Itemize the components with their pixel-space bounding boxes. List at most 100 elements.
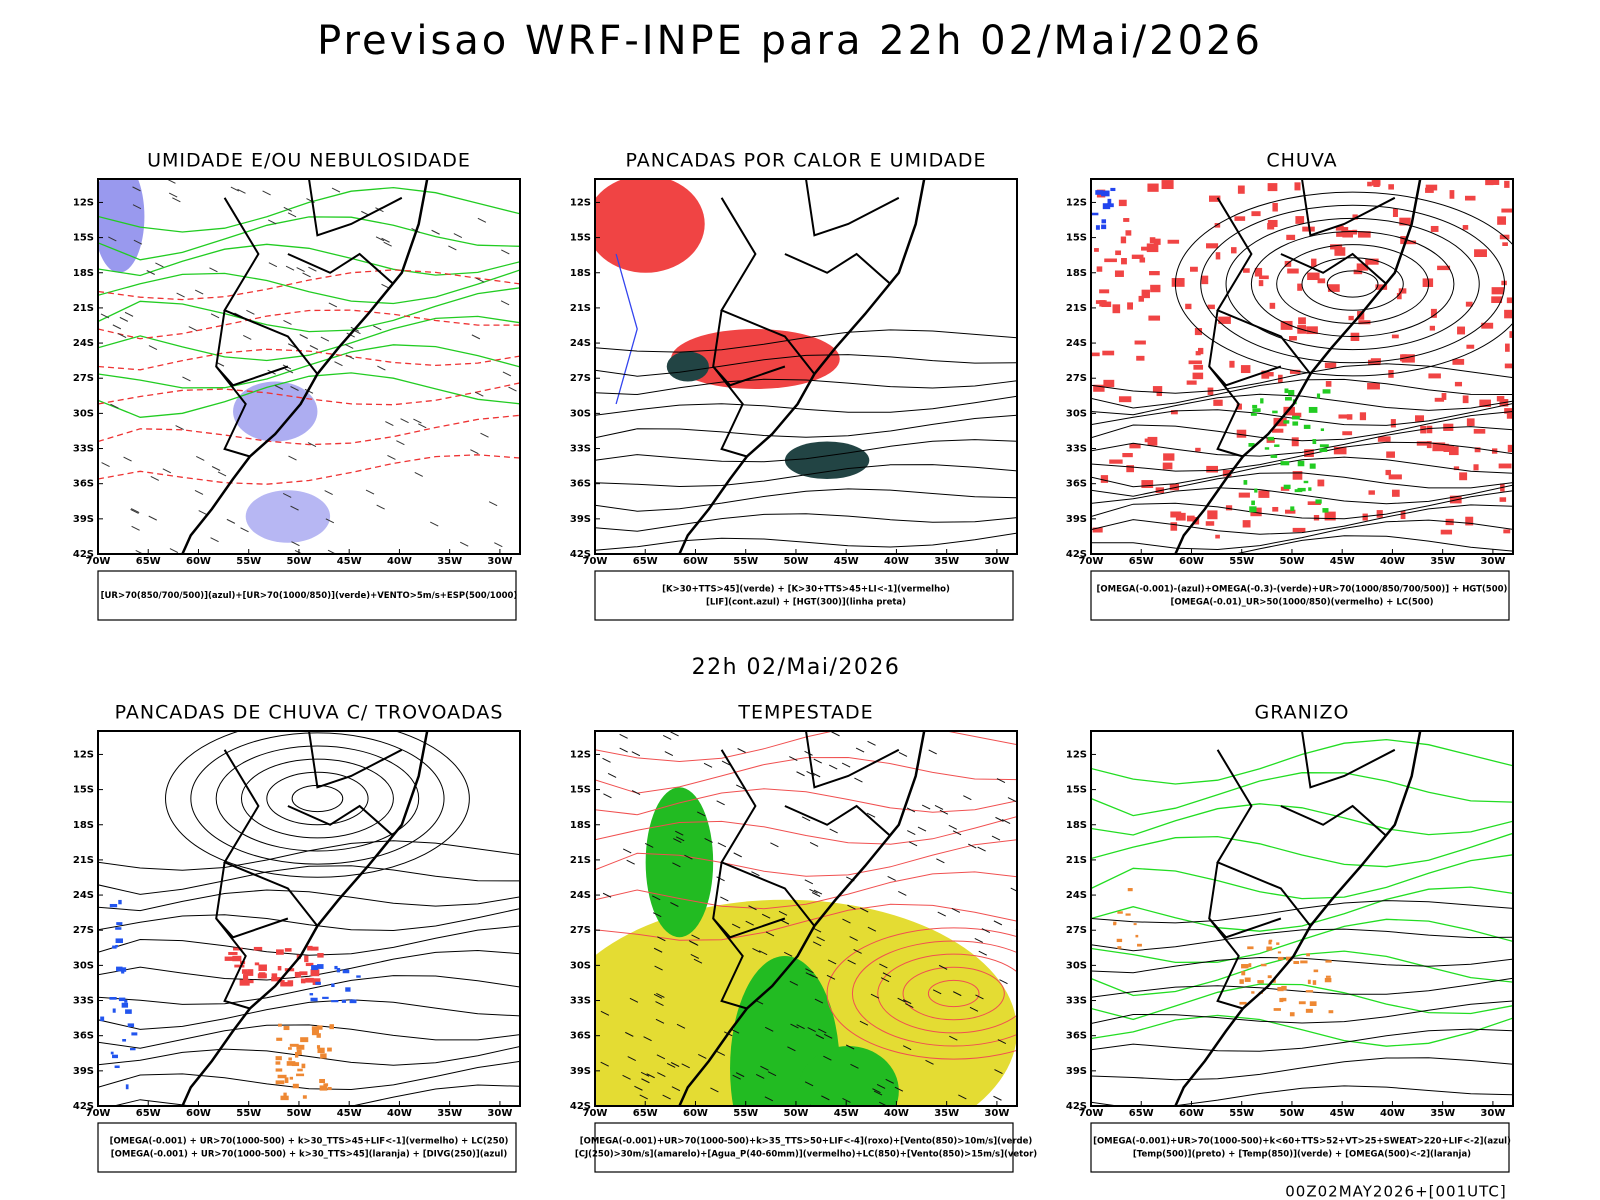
- map-content: [1091, 179, 1513, 554]
- field-cell: [233, 947, 243, 951]
- contour: [595, 354, 1017, 377]
- lon-label: 55W: [236, 1108, 261, 1119]
- wind-vector: [385, 421, 394, 427]
- lat-label: 33S: [570, 996, 591, 1007]
- field-cell: [1503, 529, 1511, 534]
- map-panel: TEMPESTADE 12S 15S 18S 21S 24S 27S 30S 33S 36S 39S…: [570, 702, 1037, 1173]
- field-cell: [327, 1047, 332, 1052]
- legend-box: [594, 570, 1014, 621]
- wind-vector: [387, 455, 396, 460]
- field-cell: [1099, 300, 1106, 307]
- lat-label: 27S: [570, 925, 591, 936]
- lon-label: 40W: [1380, 1108, 1405, 1119]
- field-cell: [1260, 963, 1267, 967]
- field-cell: [1169, 483, 1179, 491]
- contour: [98, 889, 520, 912]
- wind-vector: [698, 1053, 707, 1059]
- field-cell: [1454, 381, 1463, 387]
- field-cell: [1240, 365, 1251, 374]
- lat-label: 27S: [73, 925, 94, 936]
- wind-vector: [210, 313, 220, 319]
- field-cell: [1149, 237, 1156, 244]
- field-cell: [1269, 302, 1276, 309]
- field-cell: [1501, 208, 1513, 213]
- wind-vector: [867, 926, 877, 932]
- field-cell: [1312, 980, 1317, 985]
- field-cell: [1266, 372, 1274, 377]
- contour: [1091, 977, 1513, 998]
- wind-vector: [246, 309, 255, 315]
- field-cell: [1415, 415, 1425, 422]
- wind-vector: [975, 994, 984, 1000]
- field-cell: [1241, 964, 1249, 969]
- wind-vector: [853, 948, 862, 954]
- legend-text: [OMEGA(-0.001)+UR>70(1000-500)+k>35_TTS>…: [580, 1137, 1033, 1147]
- wind-vector: [237, 188, 246, 194]
- wind-vector: [829, 828, 838, 834]
- wind-vector: [365, 489, 375, 495]
- field-cell: [1261, 370, 1270, 379]
- field-cell: [284, 1077, 289, 1084]
- lat-label: 36S: [73, 1031, 94, 1042]
- field-cell: [1362, 513, 1368, 521]
- contour: [98, 382, 520, 406]
- wind-vector: [796, 771, 805, 777]
- lat-label: 42S: [1066, 1101, 1087, 1112]
- wind-vector: [937, 911, 946, 917]
- border: [1280, 804, 1388, 837]
- field-cell: [1289, 369, 1301, 374]
- lon-label: 60W: [1179, 556, 1204, 567]
- contour: [98, 348, 520, 371]
- wind-vector: [641, 1078, 650, 1084]
- lat-label: 18S: [73, 820, 94, 831]
- field-cell: [289, 1043, 299, 1047]
- field-cell: [1481, 322, 1494, 329]
- wind-vector: [736, 784, 745, 790]
- wind-vector: [995, 816, 1004, 822]
- border: [215, 862, 251, 1010]
- lon-label: 70W: [583, 1108, 608, 1119]
- wind-vector: [453, 233, 463, 239]
- contour: [1091, 1057, 1513, 1081]
- lat-label: 24S: [570, 338, 591, 349]
- field-cell: [1207, 510, 1218, 520]
- wind-vector: [607, 773, 617, 778]
- field-cell: [1509, 331, 1513, 338]
- map-frame: [97, 178, 521, 555]
- field-cell: [1422, 278, 1434, 287]
- field-cell: [1170, 511, 1182, 518]
- wind-vector: [655, 1018, 665, 1024]
- field-cell: [1371, 180, 1381, 186]
- field-cell: [115, 938, 123, 944]
- lon-label: 60W: [683, 1108, 708, 1119]
- contour: [1091, 519, 1513, 551]
- field-cell: [1126, 465, 1135, 473]
- wind-vector: [885, 1078, 894, 1084]
- field-cell: [1391, 334, 1399, 339]
- wind-vector: [418, 423, 427, 429]
- field-cell: [1352, 229, 1358, 235]
- field-cell: [316, 1033, 321, 1038]
- wind-vector: [681, 1063, 690, 1069]
- lat-label: 18S: [570, 268, 591, 279]
- field-cell: [1214, 223, 1221, 228]
- field-cell: [1141, 246, 1149, 251]
- wind-vector: [622, 1074, 631, 1080]
- wind-vector: [778, 910, 788, 916]
- lon-label: 70W: [1079, 556, 1104, 567]
- contour: [1091, 472, 1513, 497]
- wind-vector: [978, 950, 987, 956]
- field-cell: [1277, 986, 1284, 992]
- lon-label: 65W: [633, 1108, 658, 1119]
- lat-label: 24S: [73, 338, 94, 349]
- field-cell: [1106, 203, 1114, 208]
- field-cell: [120, 967, 127, 972]
- field-cell: [1147, 183, 1159, 192]
- wind-vector: [325, 518, 335, 524]
- lat-label: 42S: [570, 549, 591, 560]
- field-cell: [1231, 247, 1237, 254]
- wind-vector: [320, 336, 330, 342]
- wind-vector: [823, 1055, 832, 1061]
- field-cell: [1285, 956, 1293, 961]
- contour: [1200, 204, 1506, 364]
